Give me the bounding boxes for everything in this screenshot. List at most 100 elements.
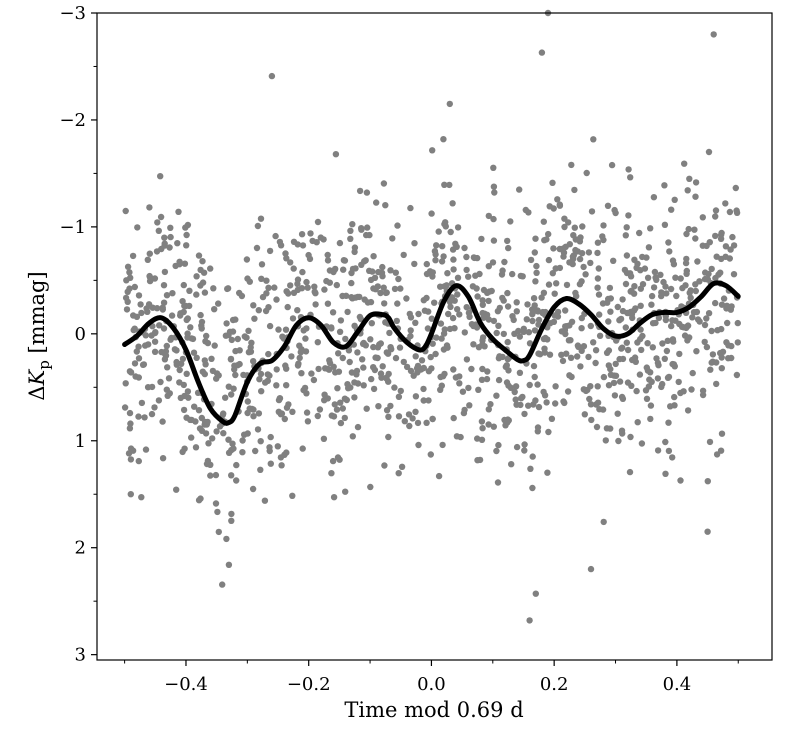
data-point (276, 395, 283, 402)
data-point (351, 394, 358, 401)
data-point (166, 390, 173, 397)
data-point (348, 369, 356, 376)
data-point (507, 218, 514, 225)
data-point (367, 483, 374, 491)
data-point (647, 369, 654, 376)
data-point (662, 283, 669, 290)
data-point (144, 308, 151, 315)
data-point (719, 348, 727, 355)
data-point (298, 370, 305, 377)
data-point (178, 360, 185, 367)
data-point (441, 326, 448, 333)
data-point (644, 340, 651, 347)
data-point (330, 363, 337, 370)
data-point (631, 283, 638, 290)
data-point (570, 232, 577, 239)
data-point (145, 341, 152, 348)
data-point (294, 307, 301, 314)
data-point (344, 308, 351, 316)
data-point (375, 403, 382, 410)
data-point (438, 335, 445, 342)
data-point (244, 398, 251, 405)
data-point (611, 392, 619, 399)
data-point (266, 322, 274, 330)
data-point (395, 393, 403, 400)
data-point (340, 266, 347, 273)
data-point (628, 382, 635, 389)
data-point (454, 274, 462, 281)
data-point (220, 430, 227, 437)
data-point (265, 284, 272, 291)
data-point (254, 426, 262, 433)
data-point (594, 275, 602, 282)
data-point (622, 280, 630, 288)
data-point (253, 244, 261, 252)
data-point (257, 466, 264, 473)
data-point (641, 265, 649, 272)
data-point (708, 265, 715, 273)
data-point (358, 226, 365, 233)
data-point (527, 256, 535, 264)
data-point (619, 296, 626, 303)
data-point (383, 407, 391, 414)
data-point (222, 332, 230, 339)
data-point (201, 421, 208, 428)
data-point (334, 454, 342, 461)
data-point (525, 329, 533, 336)
data-point (215, 528, 222, 536)
data-point (681, 160, 688, 167)
data-point (603, 349, 611, 356)
data-point (463, 266, 470, 274)
data-point (379, 363, 386, 370)
data-point (420, 385, 427, 393)
data-point (604, 299, 611, 306)
data-point (579, 223, 586, 230)
data-point (525, 209, 532, 216)
data-point (415, 441, 422, 449)
data-point (123, 306, 131, 313)
data-point (397, 387, 404, 395)
data-point (442, 219, 449, 226)
data-point (534, 381, 541, 388)
y-tick-label: 2 (75, 538, 86, 559)
data-point (175, 208, 182, 215)
data-point (526, 381, 533, 389)
data-point (183, 370, 190, 377)
data-point (281, 415, 288, 423)
data-point (420, 397, 427, 404)
data-point (433, 334, 440, 341)
data-point (662, 470, 669, 477)
data-point (138, 309, 145, 317)
data-point (144, 256, 151, 263)
data-point (167, 233, 174, 241)
data-point (131, 283, 138, 291)
data-point (228, 472, 235, 479)
data-point (199, 279, 207, 286)
data-point (438, 258, 446, 265)
data-point (392, 354, 400, 362)
data-point (600, 236, 607, 244)
data-point (328, 324, 335, 331)
data-point (354, 423, 362, 431)
data-point (198, 318, 206, 326)
data-point (479, 297, 486, 304)
data-point (722, 243, 730, 250)
data-point (290, 265, 297, 272)
data-point (230, 385, 237, 392)
data-point (558, 351, 565, 358)
data-point (336, 328, 344, 335)
data-point (650, 284, 658, 291)
data-point (554, 308, 562, 316)
data-point (650, 194, 658, 201)
data-point (407, 204, 414, 212)
data-point (298, 346, 305, 353)
data-point (556, 202, 564, 209)
data-point (429, 415, 436, 423)
data-point (586, 395, 593, 403)
data-point (252, 447, 259, 455)
data-point (184, 221, 192, 229)
data-point (545, 230, 552, 238)
data-point (181, 260, 189, 267)
data-point (658, 289, 665, 296)
data-point (509, 270, 516, 278)
